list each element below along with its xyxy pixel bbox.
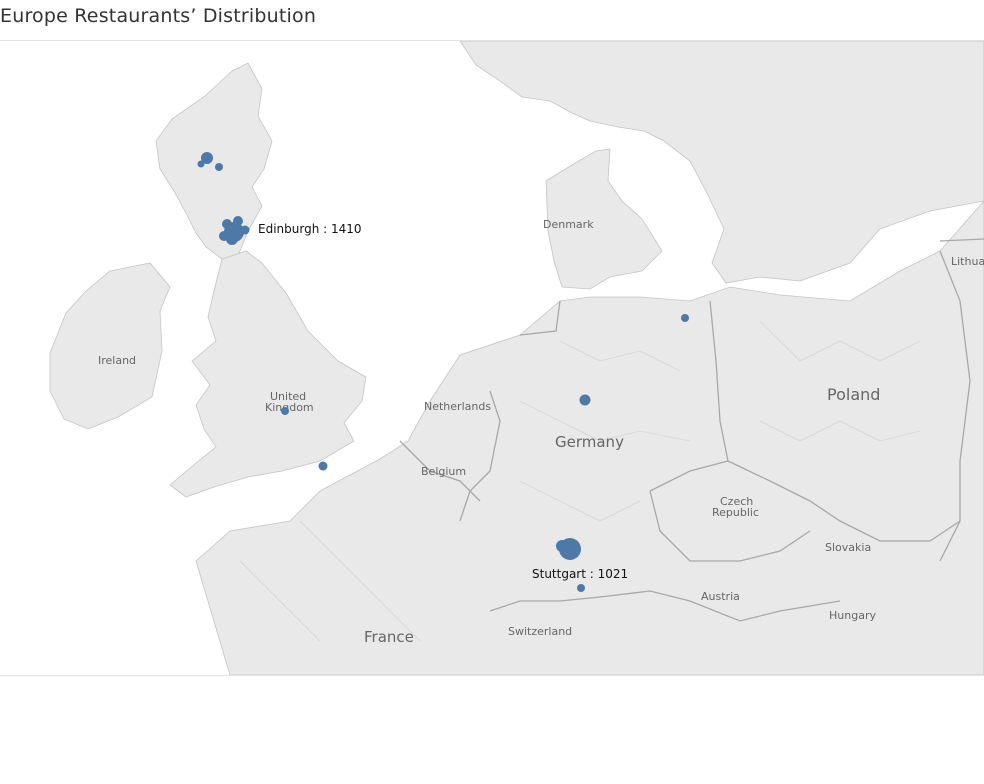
callout-stuttgart: Stuttgart : 1021 (532, 567, 628, 581)
land-scotland (155, 62, 273, 262)
label-lithuania: Lithua (951, 255, 984, 268)
land-masses (49, 41, 984, 675)
label-austria: Austria (701, 590, 740, 603)
land-denmark (545, 148, 663, 290)
marker-london[interactable] (281, 407, 289, 415)
label-belgium: Belgium (421, 465, 466, 478)
restaurant-markers (197, 152, 689, 592)
label-ireland: Ireland (98, 354, 136, 367)
marker-lake-constance[interactable] (577, 584, 585, 592)
label-slovakia: Slovakia (825, 541, 871, 554)
callout-edinburgh: Edinburgh : 1410 (258, 222, 362, 236)
land-england-wales (169, 250, 367, 498)
label-netherlands: Netherlands (424, 400, 491, 413)
marker-cluster-stuttgart[interactable] (556, 538, 581, 560)
marker-southeast-england[interactable] (318, 461, 328, 471)
marker-inverness-small[interactable] (197, 160, 205, 168)
label-united: United (270, 390, 306, 403)
label-czech: Czech (720, 495, 753, 508)
label-switzerland: Switzerland (508, 625, 572, 638)
land-continent (195, 200, 984, 675)
label-denmark: Denmark (543, 218, 594, 231)
label-republic: Republic (712, 506, 759, 519)
map-view[interactable]: Ireland United Kingdom Netherlands Belgi… (0, 40, 984, 676)
marker-inverness-large[interactable] (201, 152, 213, 164)
country-borders (399, 238, 984, 622)
land-ireland (49, 262, 171, 430)
land-scandinavia (459, 41, 984, 284)
label-hungary: Hungary (829, 609, 876, 622)
marker-scotland-east[interactable] (215, 163, 223, 171)
marker-cluster-edinburgh[interactable] (219, 216, 250, 245)
marker-central-germany[interactable] (579, 394, 591, 406)
label-france: France (364, 628, 414, 646)
label-germany: Germany (555, 433, 624, 451)
region-borders (239, 320, 921, 642)
place-labels: Ireland United Kingdom Netherlands Belgi… (98, 218, 984, 646)
map-title: Europe Restaurants’ Distribution (0, 5, 317, 27)
label-kingdom: Kingdom (265, 401, 314, 414)
callout-labels: Edinburgh : 1410 Stuttgart : 1021 (258, 222, 628, 581)
marker-berlin[interactable] (681, 314, 689, 322)
label-poland: Poland (827, 385, 880, 404)
